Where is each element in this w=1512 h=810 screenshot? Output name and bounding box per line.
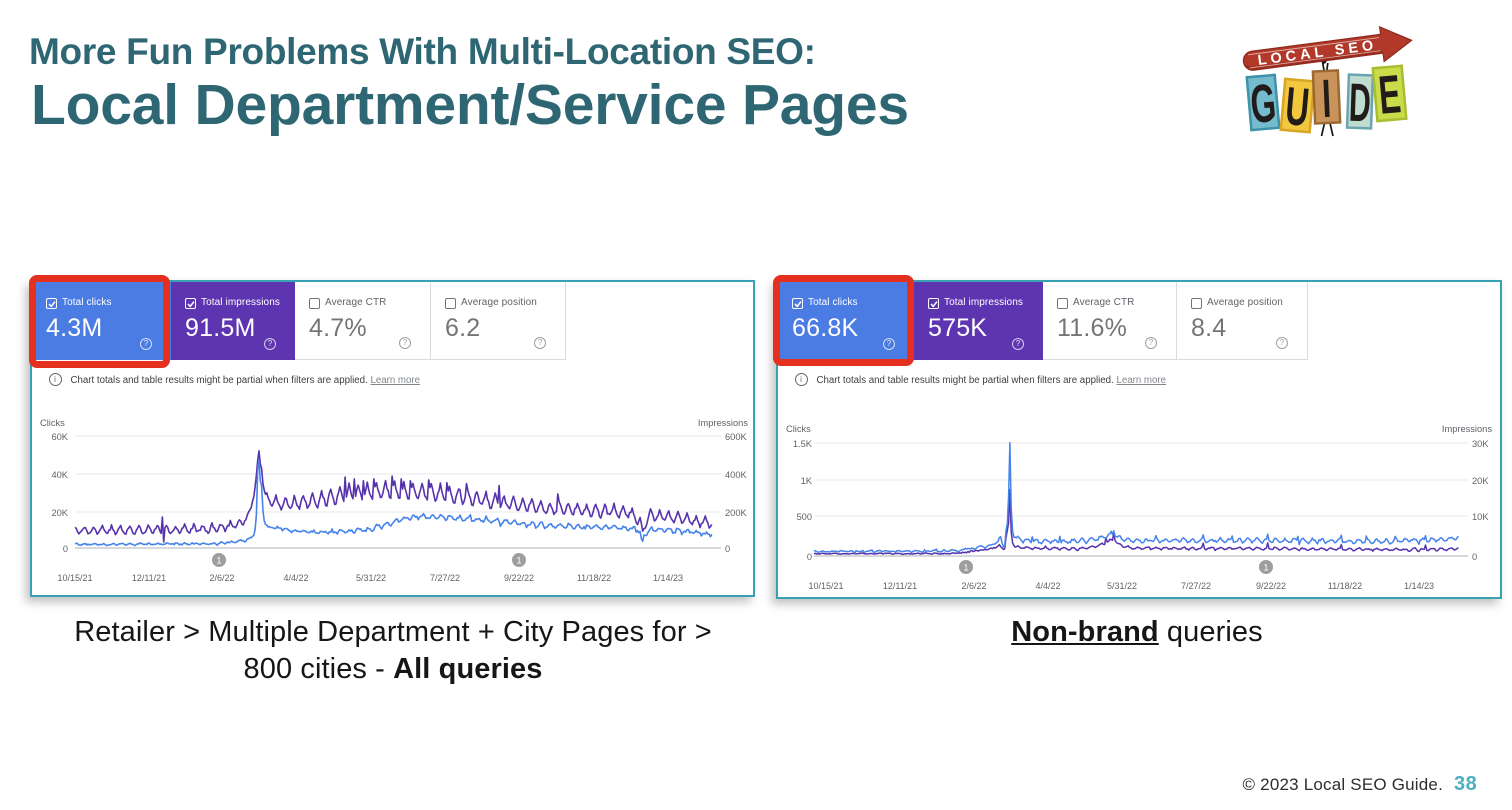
svg-text:9/22/22: 9/22/22 <box>1256 581 1286 591</box>
svg-text:4/4/22: 4/4/22 <box>1035 581 1060 591</box>
svg-text:500: 500 <box>796 512 812 522</box>
svg-text:20K: 20K <box>51 508 68 518</box>
svg-text:12/11/21: 12/11/21 <box>883 581 917 591</box>
svg-text:D: D <box>1348 73 1372 134</box>
svg-text:12/11/21: 12/11/21 <box>132 573 166 583</box>
svg-text:10/15/21: 10/15/21 <box>57 573 92 583</box>
svg-text:Clicks: Clicks <box>40 418 65 428</box>
svg-text:20K: 20K <box>1472 476 1489 486</box>
svg-text:G: G <box>1248 74 1278 135</box>
svg-text:600K: 600K <box>725 432 748 442</box>
svg-text:11/18/22: 11/18/22 <box>577 573 611 583</box>
svg-text:0: 0 <box>63 544 68 554</box>
svg-text:5/31/22: 5/31/22 <box>1107 581 1137 591</box>
svg-text:10K: 10K <box>1472 512 1489 522</box>
svg-text:0: 0 <box>725 544 730 554</box>
svg-text:E: E <box>1376 65 1403 126</box>
svg-text:10/15/21: 10/15/21 <box>808 581 843 591</box>
svg-text:4/4/22: 4/4/22 <box>283 573 308 583</box>
svg-text:1/14/23: 1/14/23 <box>653 573 683 583</box>
svg-text:30K: 30K <box>1472 439 1489 449</box>
svg-text:1: 1 <box>516 556 521 566</box>
svg-text:2/6/22: 2/6/22 <box>209 573 234 583</box>
svg-text:11/18/22: 11/18/22 <box>1328 581 1362 591</box>
svg-text:60K: 60K <box>51 432 68 442</box>
svg-text:5/31/22: 5/31/22 <box>356 573 386 583</box>
svg-text:40K: 40K <box>51 470 68 480</box>
svg-text:1: 1 <box>216 556 221 566</box>
svg-text:Clicks: Clicks <box>786 424 811 434</box>
svg-text:7/27/22: 7/27/22 <box>430 573 460 583</box>
svg-text:2/6/22: 2/6/22 <box>961 581 986 591</box>
svg-text:9/22/22: 9/22/22 <box>504 573 534 583</box>
svg-text:Impressions: Impressions <box>1442 424 1492 434</box>
svg-text:400K: 400K <box>725 470 748 480</box>
svg-text:1.5K: 1.5K <box>793 439 813 449</box>
svg-text:Impressions: Impressions <box>698 418 748 428</box>
svg-text:0: 0 <box>1472 552 1477 562</box>
svg-text:7/27/22: 7/27/22 <box>1181 581 1211 591</box>
svg-text:1: 1 <box>963 563 968 573</box>
svg-text:1K: 1K <box>801 476 813 486</box>
svg-text:U: U <box>1283 77 1311 138</box>
svg-text:1/14/23: 1/14/23 <box>1404 581 1434 591</box>
svg-text:200K: 200K <box>725 508 748 518</box>
svg-text:0: 0 <box>807 552 812 562</box>
svg-text:1: 1 <box>1263 563 1268 573</box>
svg-text:I: I <box>1321 70 1333 130</box>
